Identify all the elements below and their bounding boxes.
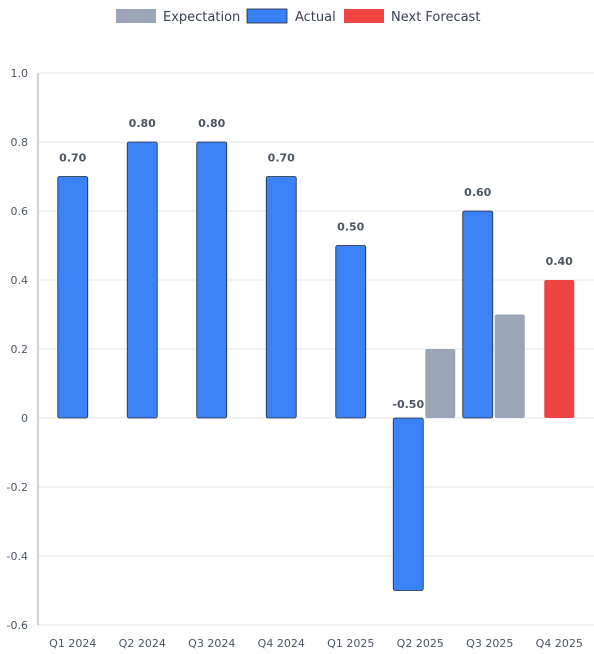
bar-expectation[interactable] [494, 314, 525, 419]
data-label: 0.50 [337, 221, 364, 234]
legend-swatch[interactable] [116, 9, 156, 23]
y-tick-label: 0.4 [11, 274, 29, 287]
y-tick-label: 1.0 [11, 67, 29, 80]
x-tick-label: Q3 2025 [466, 637, 513, 650]
bar-actual[interactable] [462, 210, 494, 419]
x-tick-label: Q4 2025 [536, 637, 583, 650]
bar-next-forecast[interactable] [544, 280, 575, 418]
y-tick-label: 0 [21, 412, 28, 425]
bar-expectation[interactable] [425, 349, 456, 418]
bar-actual[interactable] [196, 141, 228, 419]
x-tick-label: Q2 2025 [397, 637, 444, 650]
y-tick-label: 0.6 [11, 205, 29, 218]
bar-actual[interactable] [265, 176, 297, 419]
data-label: 0.80 [129, 117, 156, 130]
data-label: 0.60 [464, 186, 491, 199]
data-label: 0.80 [198, 117, 225, 130]
y-tick-label: -0.4 [7, 550, 28, 563]
legend-label[interactable]: Next Forecast [391, 10, 480, 25]
data-label: 0.40 [546, 255, 573, 268]
bar-actual[interactable] [57, 176, 89, 419]
data-label: -0.50 [392, 398, 424, 411]
data-labels: 0.70 0.80 0.80 0.70 0.50 -0.50 0.60 0.40 [59, 117, 573, 411]
bar-actual[interactable] [335, 245, 367, 419]
data-label: 0.70 [268, 152, 295, 165]
x-tick-label: Q4 2024 [258, 637, 305, 650]
x-axis: Q1 2024 Q2 2024 Q3 2024 Q4 2024 Q1 2025 Q2 20… [49, 637, 583, 650]
x-tick-label: Q1 2024 [49, 637, 96, 650]
y-axis: 1.0 0.8 0.6 0.4 0.2 0 -0.2 -0.4 -0.6 [7, 67, 39, 632]
y-tick-label: 0.2 [11, 343, 29, 356]
y-tick-label: -0.6 [7, 619, 28, 632]
bar-actual[interactable] [392, 417, 424, 591]
bars [57, 141, 575, 591]
x-tick-label: Q3 2024 [188, 637, 235, 650]
legend: Expectation Actual Next Forecast [116, 8, 480, 25]
legend-label[interactable]: Expectation [163, 10, 240, 25]
legend-label[interactable]: Actual [295, 10, 336, 25]
x-tick-label: Q1 2025 [327, 637, 374, 650]
y-tick-label: 0.8 [11, 136, 29, 149]
bar-actual[interactable] [126, 141, 158, 419]
x-tick-label: Q2 2024 [119, 637, 166, 650]
y-tick-label: -0.2 [7, 481, 28, 494]
legend-swatch[interactable] [344, 9, 384, 23]
legend-swatch[interactable] [246, 8, 288, 24]
data-label: 0.70 [59, 152, 86, 165]
